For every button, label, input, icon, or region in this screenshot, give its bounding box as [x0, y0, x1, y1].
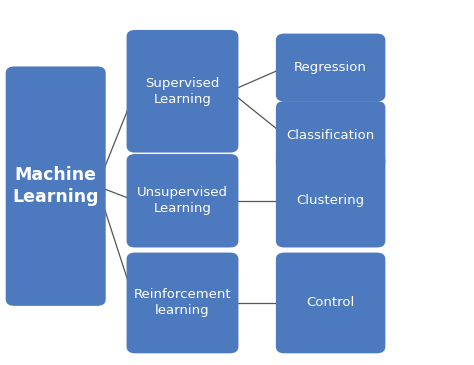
- Text: Machine
Learning: Machine Learning: [12, 166, 99, 206]
- FancyBboxPatch shape: [276, 154, 385, 247]
- FancyBboxPatch shape: [127, 30, 238, 153]
- FancyBboxPatch shape: [276, 101, 385, 169]
- Text: Control: Control: [307, 296, 355, 310]
- FancyBboxPatch shape: [127, 253, 238, 353]
- Text: Classification: Classification: [286, 128, 375, 142]
- Text: Supervised
Learning: Supervised Learning: [146, 77, 219, 106]
- FancyBboxPatch shape: [276, 34, 385, 101]
- FancyBboxPatch shape: [6, 66, 106, 306]
- Text: Clustering: Clustering: [297, 194, 365, 207]
- FancyBboxPatch shape: [276, 253, 385, 353]
- Text: Regression: Regression: [294, 61, 367, 74]
- Text: Reinforcement
learning: Reinforcement learning: [134, 288, 231, 318]
- Text: Unsupervised
Learning: Unsupervised Learning: [137, 186, 228, 215]
- FancyBboxPatch shape: [127, 154, 238, 247]
